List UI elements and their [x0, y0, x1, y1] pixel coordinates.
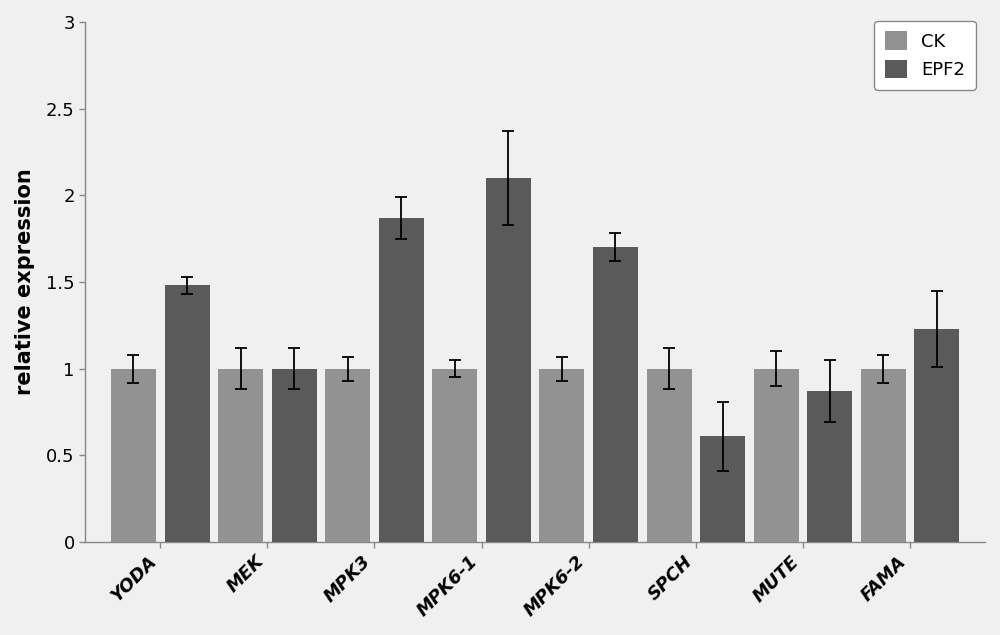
- Bar: [486, 178, 531, 542]
- Bar: [218, 369, 263, 542]
- Bar: [700, 436, 745, 542]
- Bar: [165, 286, 210, 542]
- Bar: [914, 329, 959, 542]
- Bar: [432, 369, 477, 542]
- Bar: [379, 218, 424, 542]
- Bar: [754, 369, 799, 542]
- Bar: [111, 369, 156, 542]
- Bar: [593, 247, 638, 542]
- Bar: [647, 369, 692, 542]
- Bar: [861, 369, 906, 542]
- Legend: CK, EPF2: CK, EPF2: [874, 20, 976, 90]
- Bar: [807, 391, 852, 542]
- Bar: [539, 369, 584, 542]
- Y-axis label: relative expression: relative expression: [15, 169, 35, 396]
- Bar: [325, 369, 370, 542]
- Bar: [272, 369, 317, 542]
